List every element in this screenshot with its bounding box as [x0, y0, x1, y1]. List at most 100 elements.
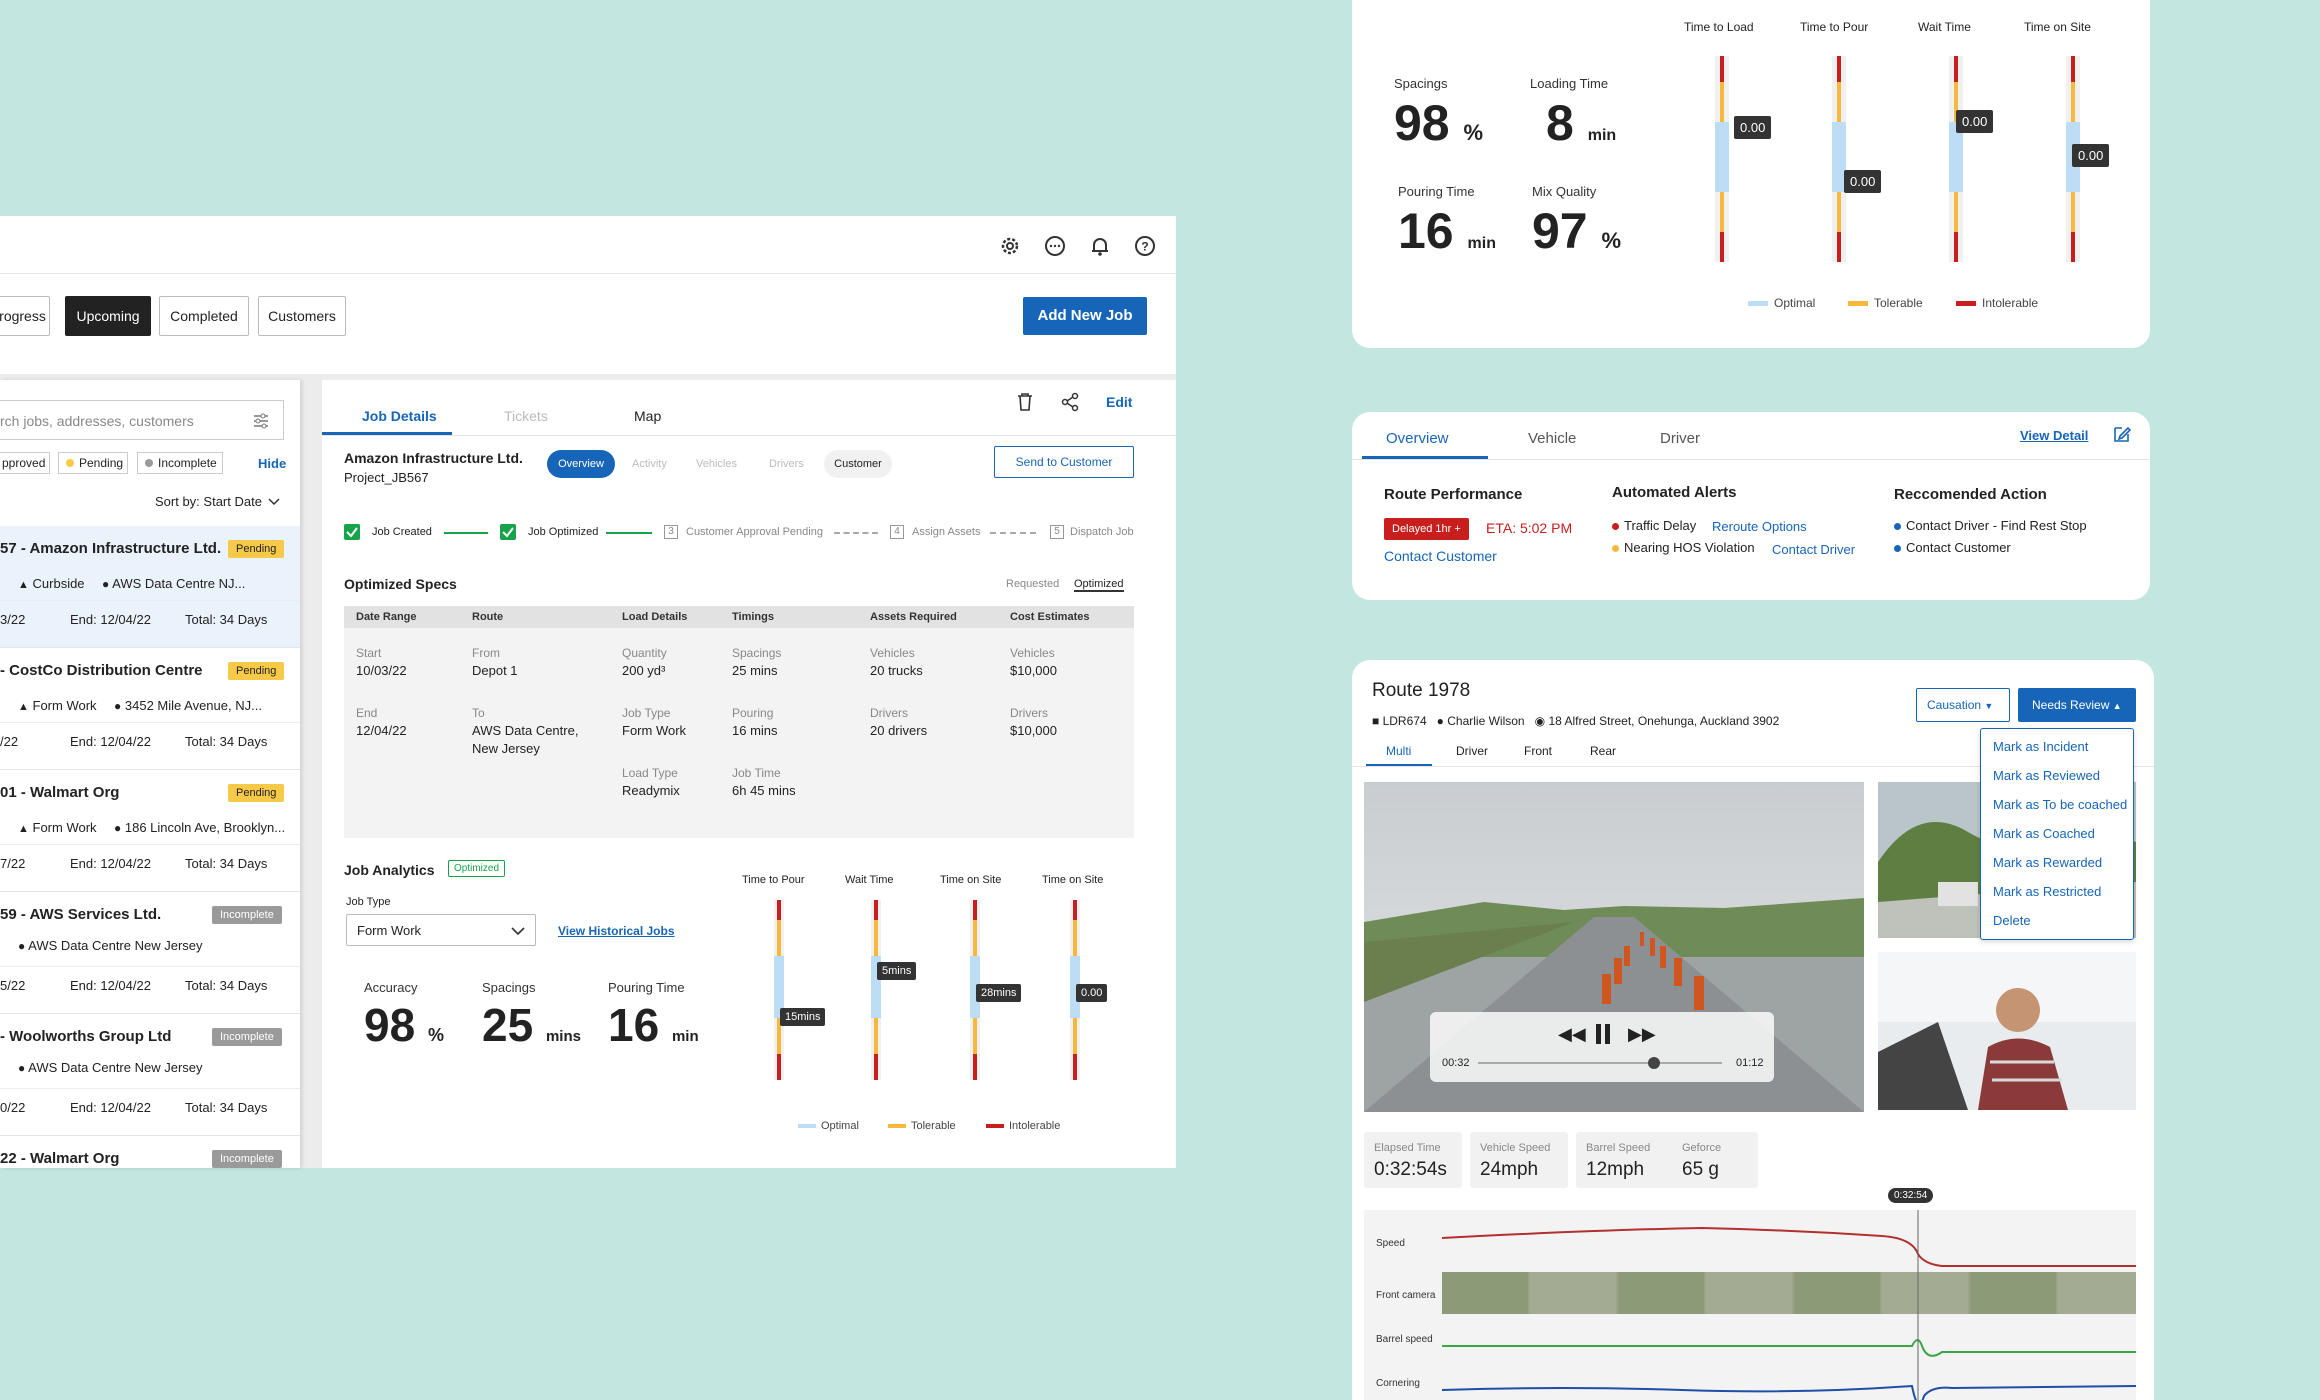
location-pin-icon: ◉	[1534, 714, 1546, 728]
driver-camera-thumbnail[interactable]	[1878, 952, 2136, 1110]
job-item[interactable]: 22 - Walmart Org Incomplete	[0, 1136, 300, 1168]
tab-upcoming[interactable]: Upcoming	[65, 296, 151, 336]
add-new-job-button[interactable]: Add New Job	[1023, 297, 1147, 335]
tab-driver[interactable]: Driver	[1660, 430, 1700, 447]
status-badge: Incomplete	[212, 906, 282, 924]
kpi-value: 97 %	[1532, 203, 1622, 259]
job-type-select[interactable]: Form Work	[346, 914, 536, 946]
toggle-requested[interactable]: Requested	[1006, 578, 1060, 590]
search-box[interactable]: rch jobs, addresses, customers	[0, 400, 284, 440]
route-review-card: Route 1978 ■ LDR674 ● Charlie Wilson ◉ 1…	[1352, 660, 2154, 1400]
tab-vehicle[interactable]: Vehicle	[1528, 430, 1577, 447]
causation-dropdown[interactable]: Causation ▼	[1916, 688, 2010, 722]
pill-overview[interactable]: Overview	[547, 450, 615, 478]
tab-job-details[interactable]: Job Details	[362, 408, 437, 424]
gauge-chart	[1715, 56, 2080, 262]
legend-optimal: Optimal	[1748, 296, 1815, 310]
needs-review-dropdown[interactable]: Needs Review ▲	[2018, 688, 2136, 722]
menu-item-coached[interactable]: Mark as Coached	[1993, 826, 2095, 841]
gauge-tag: 28mins	[976, 984, 1022, 1002]
job-item[interactable]: 57 - Amazon Infrastructure Ltd. Pending …	[0, 526, 300, 648]
hide-filters-link[interactable]: Hide	[258, 456, 287, 471]
tab-tickets[interactable]: Tickets	[504, 408, 548, 424]
chat-icon[interactable]	[1043, 234, 1067, 258]
gauge-label: Time on Site	[2024, 20, 2091, 34]
view-historical-jobs-link[interactable]: View Historical Jobs	[558, 924, 675, 938]
filter-incomplete[interactable]: Incomplete	[137, 452, 223, 474]
rewind-icon[interactable]: ◀◀	[1558, 1024, 1586, 1044]
filter-pending[interactable]: Pending	[58, 452, 128, 474]
job-address: ● AWS Data Centre New Jersey	[18, 938, 203, 953]
job-address: ● AWS Data Centre New Jersey	[18, 1060, 203, 1075]
job-item[interactable]: - CostCo Distribution Centre Pending ▲ F…	[0, 648, 300, 770]
share-icon[interactable]	[1060, 392, 1080, 412]
tab-multi[interactable]: Multi	[1386, 744, 1412, 758]
contact-customer-link[interactable]: Contact Customer	[1384, 548, 1497, 564]
tab-rear[interactable]: Rear	[1590, 744, 1617, 758]
job-item[interactable]: 01 - Walmart Org Pending ▲ Form Work ● 1…	[0, 770, 300, 892]
bell-icon[interactable]	[1088, 234, 1112, 258]
menu-item-incident[interactable]: Mark as Incident	[1993, 739, 2089, 754]
edit-button[interactable]: Edit	[1106, 394, 1133, 410]
step-connector	[606, 532, 652, 534]
gauge-label: Time to Load	[1684, 20, 1754, 34]
gauge-tag: 0.00	[1076, 984, 1108, 1002]
jobs-window: ? rogress Upcoming Completed Customers A…	[0, 216, 1176, 1168]
settings-icon[interactable]	[998, 234, 1022, 258]
filter-approved[interactable]: pproved	[0, 452, 50, 474]
pill-drivers[interactable]: Drivers	[769, 458, 804, 470]
drivers-label: Drivers	[870, 706, 908, 720]
kpi-value: 16 min	[1398, 203, 1496, 259]
job-type: ▲ Curbside	[18, 576, 85, 591]
trash-icon[interactable]	[1016, 392, 1034, 412]
recommended-item[interactable]: Contact Driver - Find Rest Stop	[1894, 518, 2087, 533]
tab-in-progress[interactable]: rogress	[0, 296, 50, 336]
tab-driver[interactable]: Driver	[1456, 744, 1488, 758]
step-connector	[834, 532, 878, 534]
filter-incomplete-label: Incomplete	[158, 456, 217, 470]
status-badge: Incomplete	[212, 1028, 282, 1046]
pill-activity[interactable]: Activity	[632, 458, 667, 470]
search-placeholder: rch jobs, addresses, customers	[0, 413, 194, 429]
vehicles-label: Vehicles	[870, 646, 915, 660]
status-badge: Pending	[228, 662, 285, 680]
menu-item-to-be-coached[interactable]: Mark as To be coached	[1993, 797, 2128, 812]
reroute-options-link[interactable]: Reroute Options	[1712, 519, 1807, 534]
gauge-label: Wait Time	[1918, 20, 1971, 34]
alert-item: Traffic Delay	[1612, 518, 1696, 533]
pill-vehicles[interactable]: Vehicles	[696, 458, 737, 470]
toggle-optimized[interactable]: Optimized	[1074, 578, 1124, 592]
help-icon[interactable]: ?	[1133, 234, 1157, 258]
recommended-item[interactable]: Contact Customer	[1894, 540, 2011, 555]
gauge-tag: 0.00	[2072, 144, 2110, 167]
menu-item-rewarded[interactable]: Mark as Rewarded	[1993, 855, 2103, 870]
job-list: rch jobs, addresses, customers pproved P…	[0, 380, 300, 1168]
pause-icon[interactable]	[1594, 1024, 1614, 1044]
tab-map[interactable]: Map	[634, 408, 662, 424]
scrubber-track[interactable]	[1478, 1062, 1722, 1064]
tab-overview[interactable]: Overview	[1386, 430, 1449, 447]
front-camera-film-strip	[1442, 1272, 2136, 1314]
stat-tile: Geforce 65 g	[1672, 1132, 1758, 1188]
scrubber-handle[interactable]	[1648, 1057, 1660, 1069]
step-connector	[444, 532, 488, 534]
edit-icon[interactable]	[2112, 424, 2132, 444]
sort-dropdown[interactable]: Sort by: Start Date	[155, 494, 280, 509]
status-badge: Pending	[228, 540, 285, 558]
filter-sliders-icon[interactable]	[252, 412, 270, 430]
contact-driver-link[interactable]: Contact Driver	[1772, 542, 1856, 557]
tab-front[interactable]: Front	[1524, 744, 1553, 758]
send-to-customer-button[interactable]: Send to Customer	[994, 446, 1134, 478]
tab-customers[interactable]: Customers	[258, 296, 346, 336]
pill-customer[interactable]: Customer	[824, 450, 892, 478]
view-detail-link[interactable]: View Detail	[2020, 428, 2089, 443]
chevron-down-icon	[511, 927, 525, 936]
tab-completed[interactable]: Completed	[159, 296, 249, 336]
menu-item-reviewed[interactable]: Mark as Reviewed	[1993, 768, 2100, 783]
job-item[interactable]: - Woolworths Group Ltd Incomplete ● AWS …	[0, 1014, 300, 1136]
menu-item-restricted[interactable]: Mark as Restricted	[1993, 884, 2102, 899]
menu-item-delete[interactable]: Delete	[1993, 913, 2031, 928]
fast-forward-icon[interactable]: ▶▶	[1628, 1024, 1656, 1044]
stat-tile: Elapsed Time 0:32:54s	[1364, 1132, 1462, 1188]
job-item[interactable]: 59 - AWS Services Ltd. Incomplete ● AWS …	[0, 892, 300, 1014]
